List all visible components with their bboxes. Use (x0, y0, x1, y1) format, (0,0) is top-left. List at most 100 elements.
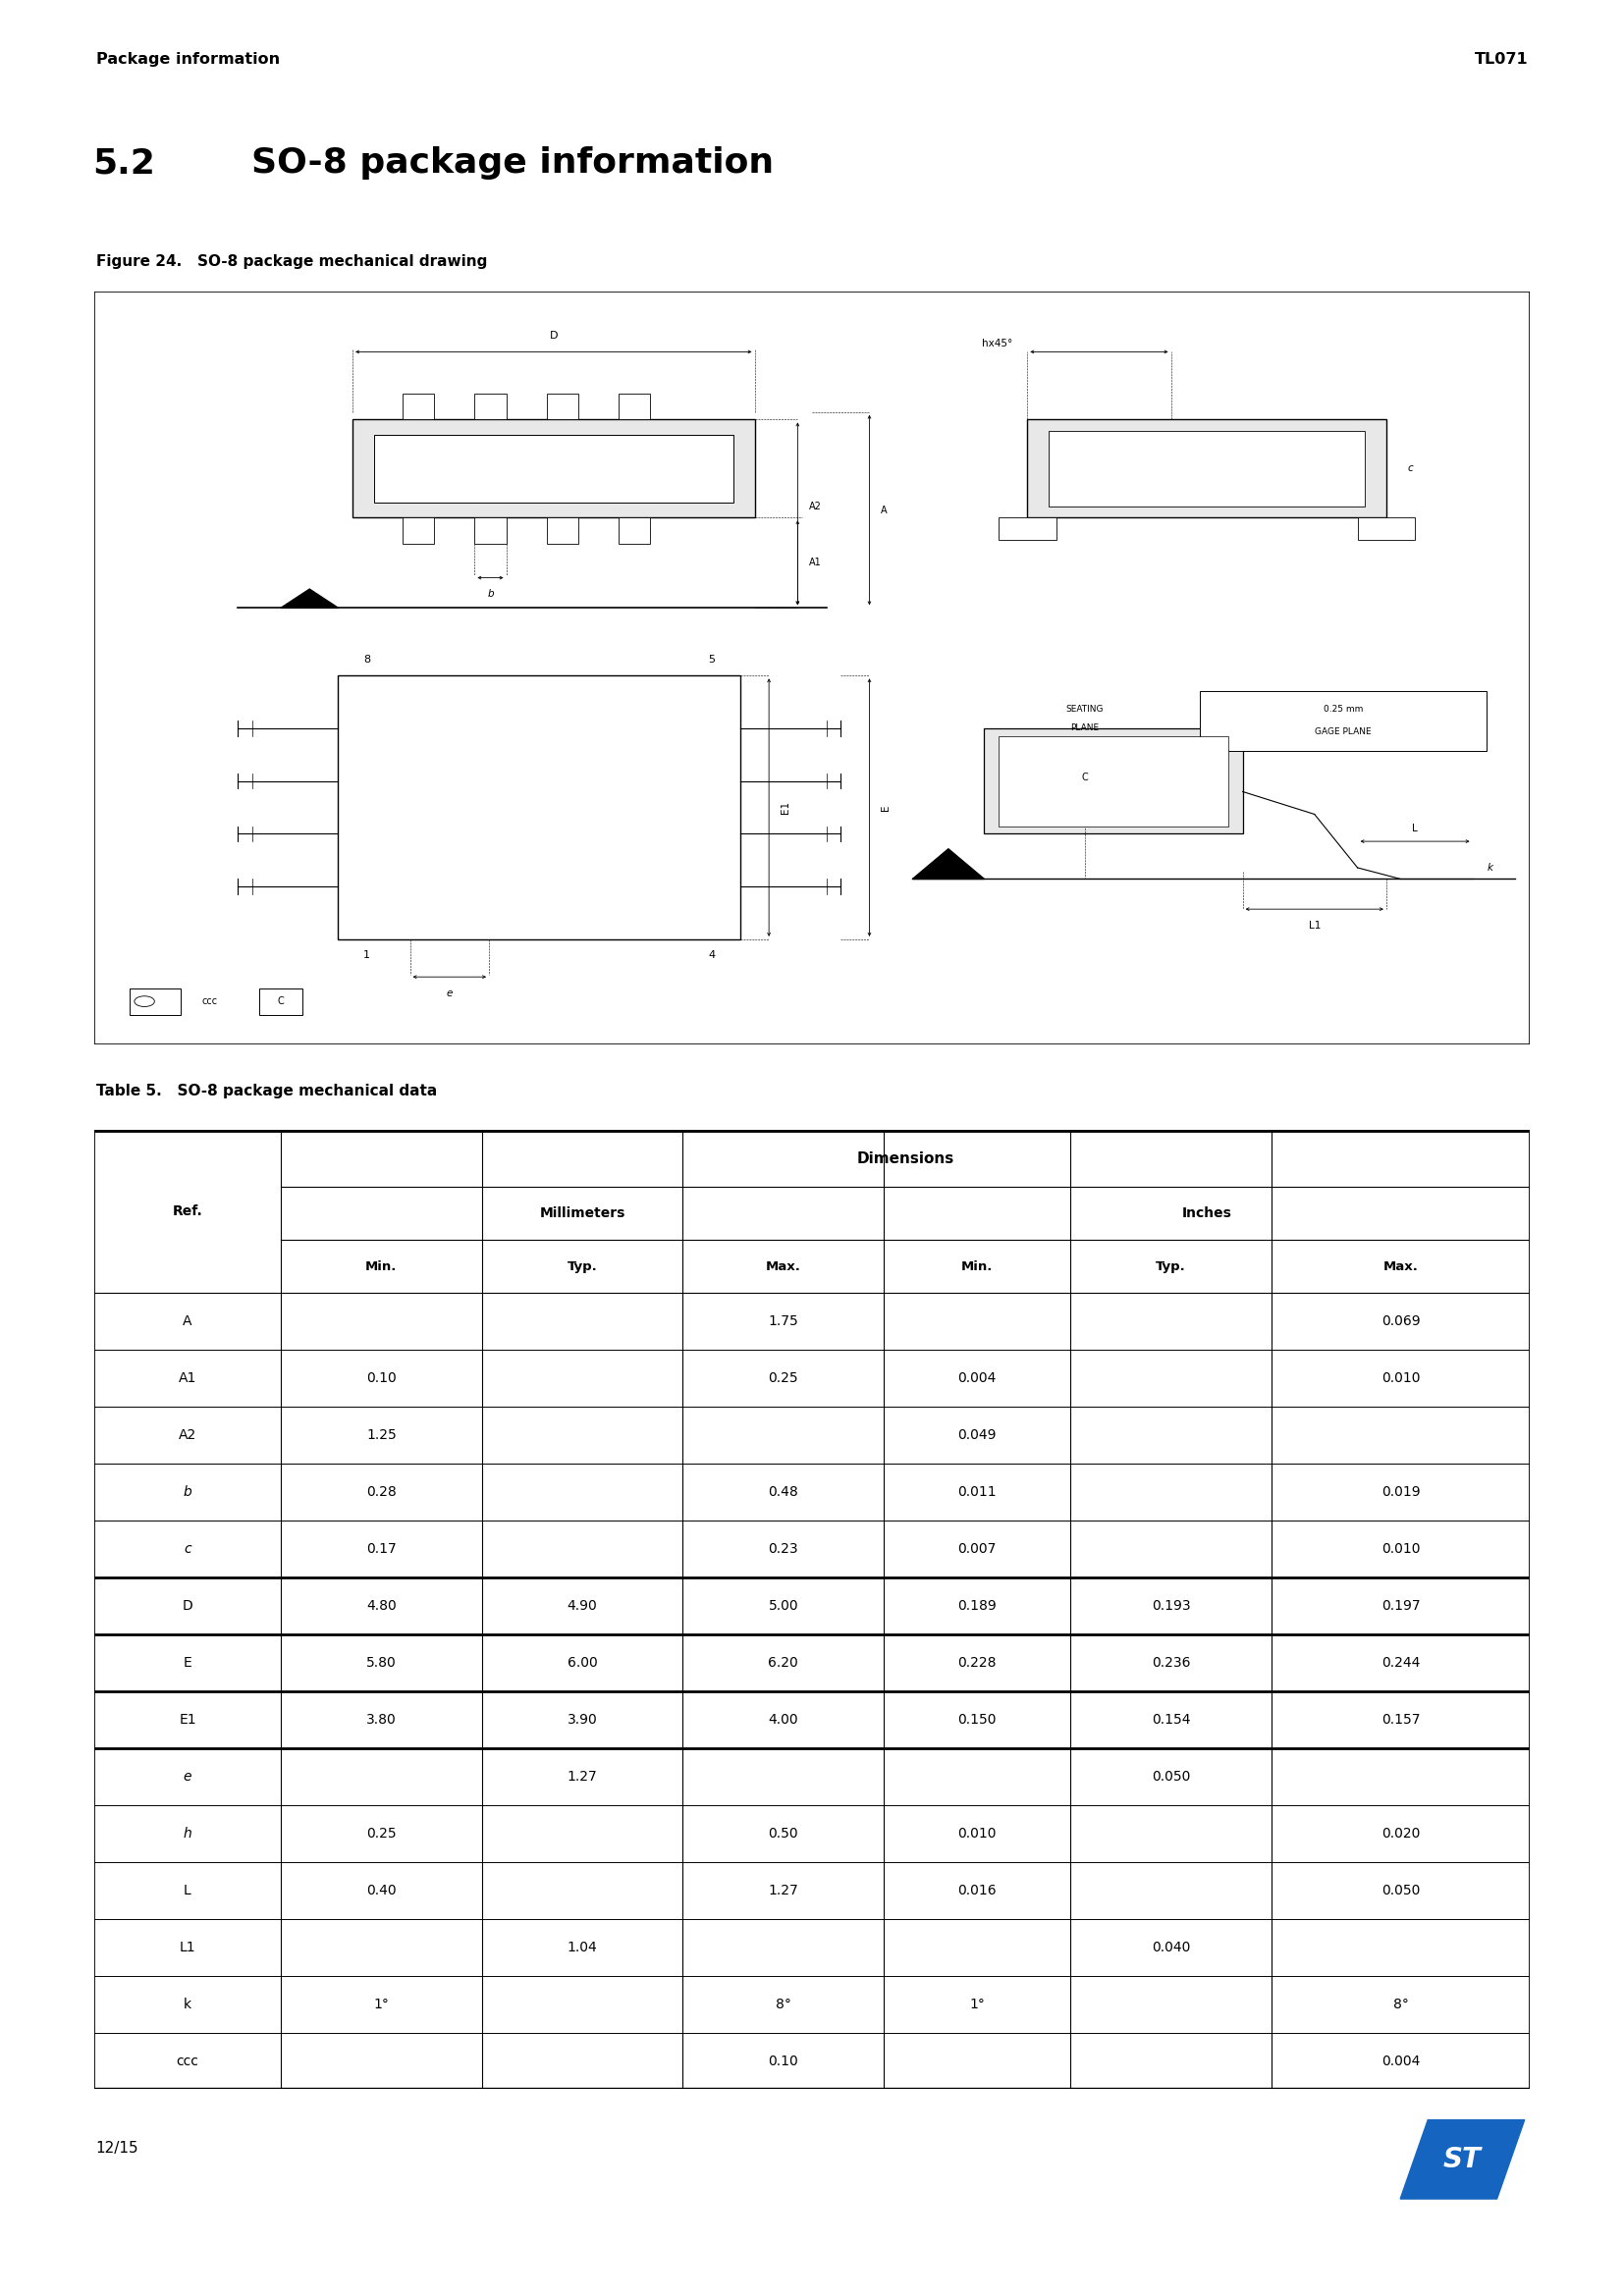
Text: A1: A1 (179, 1371, 197, 1384)
Text: GAGE PLANE: GAGE PLANE (1315, 728, 1371, 737)
Text: 0.010: 0.010 (958, 1825, 997, 1839)
Text: 0.10: 0.10 (367, 1371, 396, 1384)
Text: L1: L1 (1309, 921, 1320, 930)
Text: 1.27: 1.27 (567, 1770, 598, 1784)
Text: 4.00: 4.00 (768, 1713, 799, 1727)
Text: 0.25 mm: 0.25 mm (1324, 705, 1363, 714)
Bar (474, 517, 507, 544)
Text: Min.: Min. (365, 1261, 398, 1272)
Bar (999, 737, 1228, 827)
Text: 0.193: 0.193 (1151, 1598, 1190, 1612)
Text: 0.189: 0.189 (958, 1598, 997, 1612)
Bar (130, 987, 180, 1015)
Text: 0.020: 0.020 (1382, 1825, 1419, 1839)
Text: E1: E1 (781, 801, 791, 813)
Text: 0.48: 0.48 (768, 1486, 799, 1499)
Text: A2: A2 (179, 1428, 197, 1442)
Text: 0.228: 0.228 (958, 1655, 997, 1669)
Text: 0.050: 0.050 (1382, 1883, 1419, 1896)
Text: b: b (487, 590, 494, 599)
Bar (403, 517, 435, 544)
Text: 0.197: 0.197 (1380, 1598, 1419, 1612)
Text: 0.004: 0.004 (1382, 2055, 1419, 2069)
Text: 3.90: 3.90 (567, 1713, 598, 1727)
Polygon shape (913, 850, 984, 879)
Text: k: k (184, 1998, 192, 2011)
Text: 3.80: 3.80 (367, 1713, 396, 1727)
Text: 0.004: 0.004 (958, 1371, 997, 1384)
Text: TL071: TL071 (1475, 53, 1528, 67)
Text: L1: L1 (179, 1940, 195, 1954)
Text: 1: 1 (364, 951, 370, 960)
Text: 6.20: 6.20 (768, 1655, 799, 1669)
Text: Typ.: Typ. (567, 1261, 598, 1272)
Text: Package information: Package information (96, 53, 279, 67)
Text: 0.236: 0.236 (1151, 1655, 1190, 1669)
Text: Min.: Min. (961, 1261, 992, 1272)
Text: e: e (447, 987, 453, 999)
Text: Max.: Max. (765, 1261, 801, 1272)
Text: 5: 5 (708, 654, 715, 664)
Bar (546, 393, 578, 420)
Text: 4.80: 4.80 (367, 1598, 396, 1612)
Text: 4: 4 (708, 951, 715, 960)
Text: 0.016: 0.016 (958, 1883, 997, 1896)
Bar (1049, 432, 1364, 505)
Text: c: c (1408, 464, 1413, 473)
Text: 1.75: 1.75 (768, 1313, 799, 1327)
Text: 1°: 1° (970, 1998, 984, 2011)
Bar (999, 517, 1056, 540)
Text: c: c (184, 1543, 192, 1557)
Text: 1.25: 1.25 (367, 1428, 396, 1442)
Text: Millimeters: Millimeters (539, 1208, 625, 1221)
Text: 0.17: 0.17 (367, 1543, 396, 1557)
Text: Typ.: Typ. (1156, 1261, 1186, 1272)
Text: 5.00: 5.00 (768, 1598, 799, 1612)
Text: 4.90: 4.90 (567, 1598, 598, 1612)
Text: e: e (184, 1770, 192, 1784)
Text: L: L (184, 1883, 192, 1896)
Text: E: E (880, 804, 890, 810)
Text: 1.04: 1.04 (567, 1940, 598, 1954)
Bar (619, 393, 650, 420)
Bar (403, 393, 435, 420)
Text: 0.007: 0.007 (958, 1543, 997, 1557)
Text: 0.069: 0.069 (1380, 1313, 1419, 1327)
Text: 0.154: 0.154 (1151, 1713, 1190, 1727)
Bar (546, 517, 578, 544)
Text: 1°: 1° (374, 1998, 390, 2011)
Text: PLANE: PLANE (1070, 723, 1099, 732)
Text: SO-8 package information: SO-8 package information (252, 147, 775, 179)
Bar (374, 434, 732, 503)
Text: L: L (1413, 824, 1418, 833)
Bar (619, 517, 650, 544)
Bar (338, 675, 741, 939)
Text: 8°: 8° (776, 1998, 791, 2011)
Text: 12/15: 12/15 (96, 2142, 138, 2156)
Text: A: A (184, 1313, 192, 1327)
Text: C: C (1082, 771, 1088, 783)
Text: 0.28: 0.28 (367, 1486, 396, 1499)
Text: 0.10: 0.10 (768, 2055, 799, 2069)
Text: Dimensions: Dimensions (856, 1150, 953, 1166)
Text: E: E (184, 1655, 192, 1669)
Text: Figure 24.   SO-8 package mechanical drawing: Figure 24. SO-8 package mechanical drawi… (96, 255, 487, 269)
Polygon shape (281, 590, 338, 608)
Text: 0.049: 0.049 (958, 1428, 997, 1442)
Text: 0.011: 0.011 (958, 1486, 997, 1499)
Bar (352, 420, 755, 517)
Text: 0.010: 0.010 (1380, 1371, 1419, 1384)
Bar (260, 987, 302, 1015)
Text: Max.: Max. (1384, 1261, 1418, 1272)
Text: 5.80: 5.80 (367, 1655, 396, 1669)
Text: E1: E1 (179, 1713, 197, 1727)
Text: ST: ST (1444, 2147, 1481, 2172)
Bar (984, 728, 1242, 833)
Text: Inches: Inches (1182, 1208, 1231, 1221)
Polygon shape (1400, 2119, 1525, 2200)
Text: SEATING: SEATING (1065, 705, 1104, 714)
Text: A: A (880, 505, 887, 514)
Text: 0.25: 0.25 (768, 1371, 799, 1384)
Text: 8°: 8° (1393, 1998, 1408, 2011)
Bar (1028, 420, 1387, 517)
